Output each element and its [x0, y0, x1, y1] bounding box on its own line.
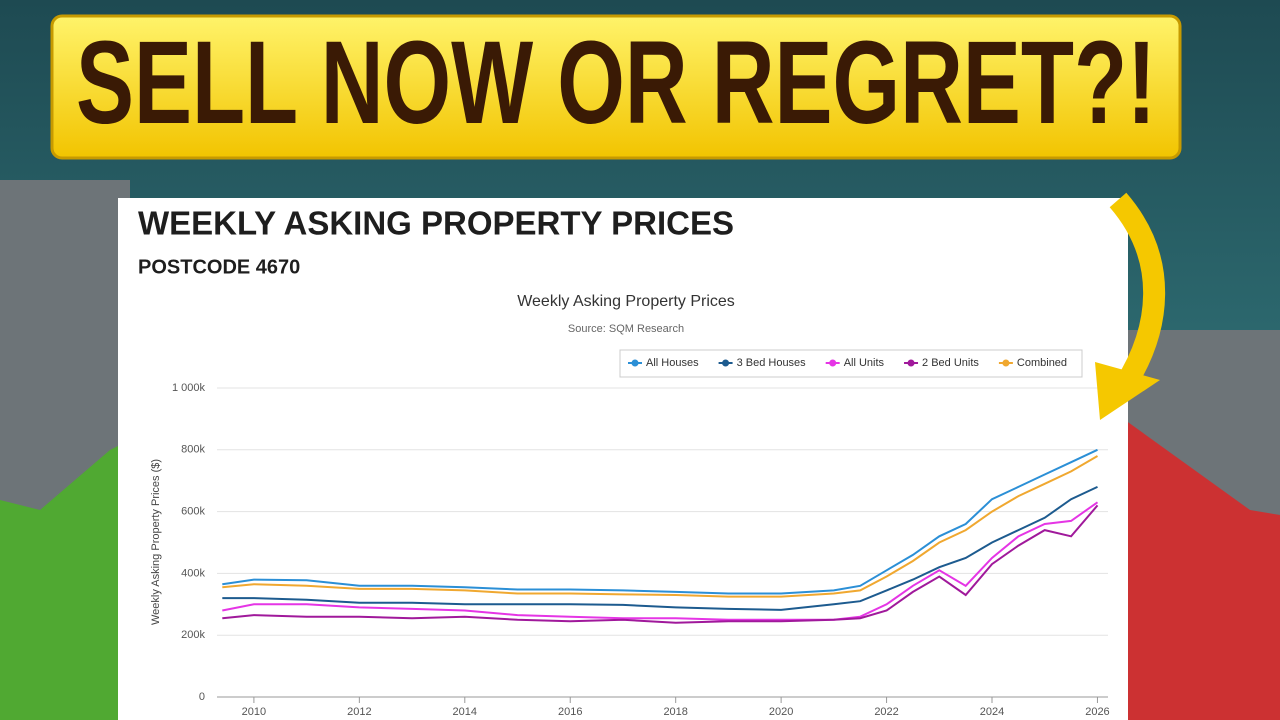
y-tick-label: 800k — [181, 444, 205, 456]
y-tick-label: 1 000k — [172, 382, 206, 394]
legend-marker — [907, 359, 915, 367]
x-tick-label: 2016 — [558, 706, 582, 718]
legend-label[interactable]: All Units — [844, 357, 885, 369]
banner — [50, 14, 1182, 160]
x-tick-label: 2024 — [980, 706, 1004, 718]
x-tick-label: 2018 — [663, 706, 687, 718]
series-line — [222, 455, 1099, 598]
x-tick-label: 2026 — [1085, 706, 1109, 718]
series-line — [222, 501, 1099, 621]
legend-marker — [631, 359, 639, 367]
pointer-arrow — [1109, 192, 1166, 391]
x-tick-label: 2014 — [453, 706, 477, 718]
legend-marker — [1002, 359, 1010, 367]
y-tick-label: 400k — [181, 567, 205, 579]
y-tick-label: 200k — [181, 629, 205, 641]
legend-marker — [722, 359, 730, 367]
legend-marker — [829, 359, 837, 367]
chart-title: Weekly Asking Property Prices — [517, 293, 735, 310]
y-tick-label: 0 — [199, 691, 205, 703]
x-tick-label: 2012 — [347, 706, 371, 718]
series-line — [222, 485, 1098, 611]
chart-panel — [118, 198, 1128, 720]
series-line — [222, 504, 1099, 624]
legend-label[interactable]: All Houses — [646, 357, 699, 369]
series-line — [222, 448, 1098, 595]
panel-subtitle: POSTCODE 4670 — [138, 256, 300, 278]
banner-text: SELL NOW OR REGRET?! — [76, 17, 1156, 149]
plot: 0 200k 400k 600k 800k 1 000k 2010 2012 2014 2016 2… — [172, 357, 1110, 718]
panel-title: WEEKLY ASKING PROPERTY PRICES — [138, 205, 734, 242]
x-tick-label: 2020 — [769, 706, 793, 718]
green-arrow — [0, 440, 130, 720]
chart-subtitle: Source: SQM Research — [568, 323, 684, 335]
pointer-arrow-head — [1095, 362, 1160, 420]
red-arrow — [1125, 420, 1280, 720]
legend-label[interactable]: 3 Bed Houses — [737, 357, 807, 369]
legend-label[interactable]: Combined — [1017, 357, 1067, 369]
x-tick-label: 2010 — [242, 706, 266, 718]
y-axis-label: Weekly Asking Property Prices ($) — [150, 459, 162, 625]
x-tick-label: 2022 — [874, 706, 898, 718]
y-tick-label: 600k — [181, 506, 205, 518]
legend-label[interactable]: 2 Bed Units — [922, 357, 979, 369]
